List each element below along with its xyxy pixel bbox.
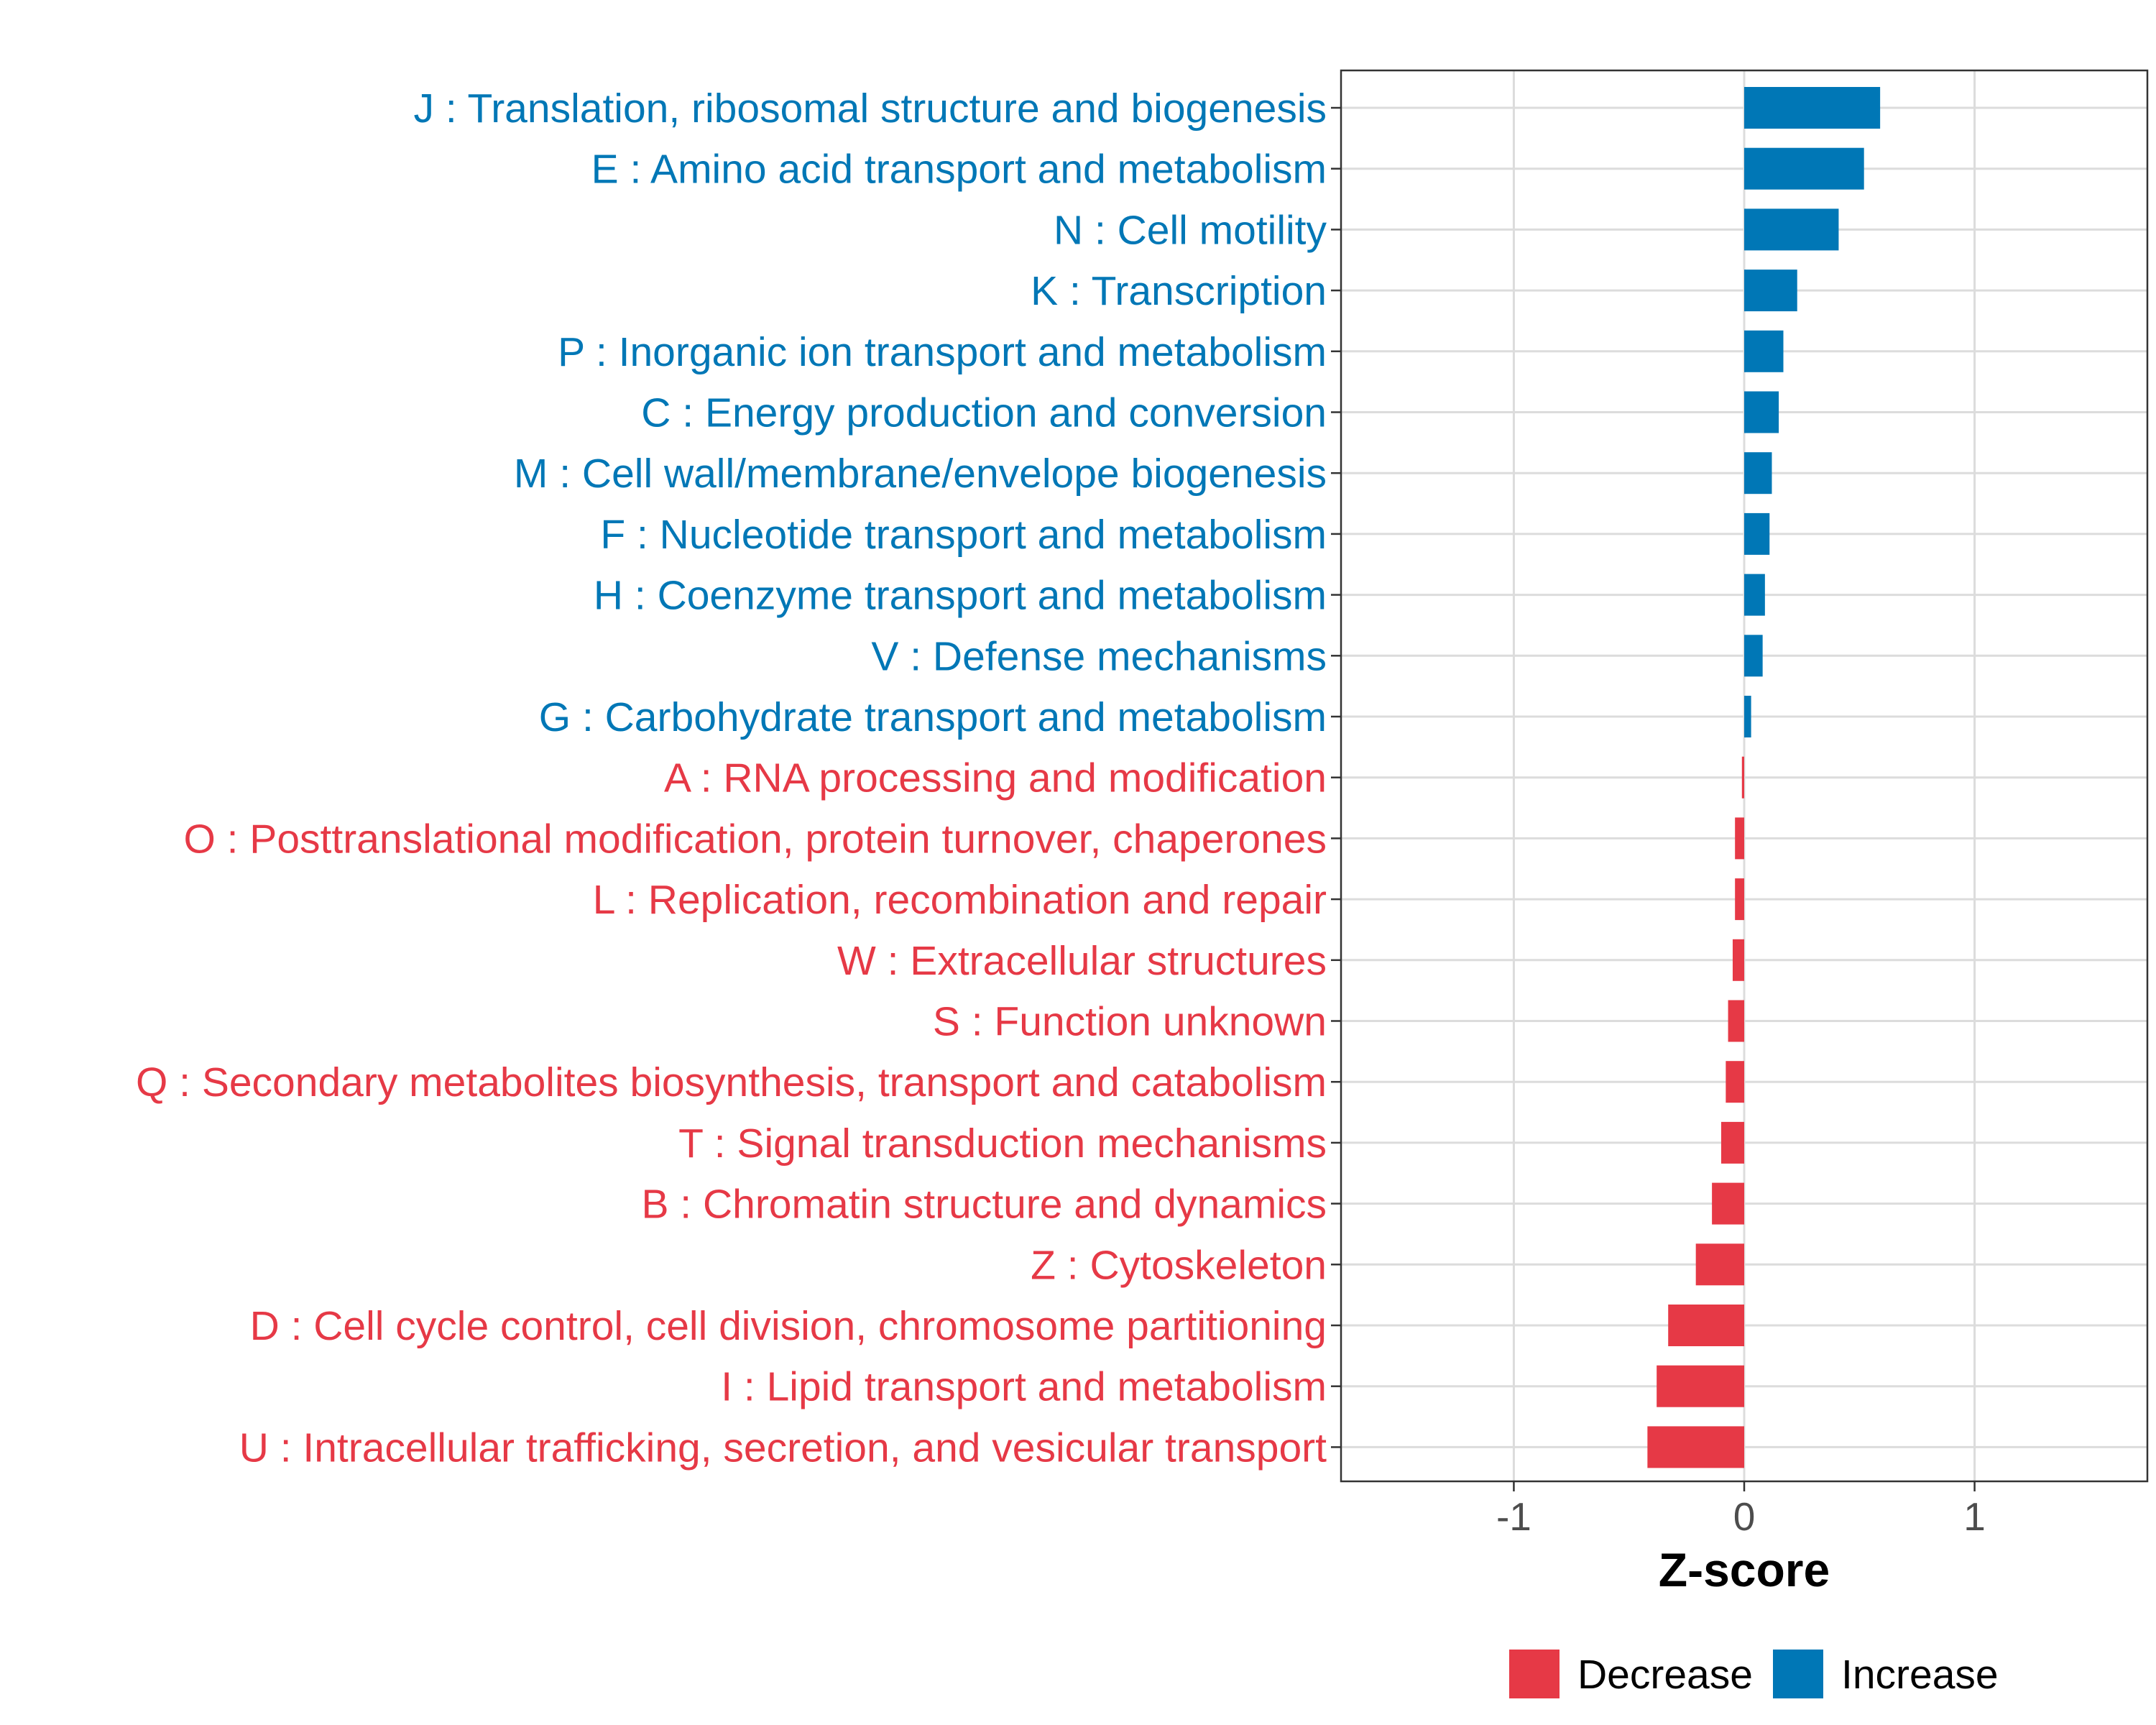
category-label: C : Energy production and conversion (641, 390, 1327, 436)
bars (1647, 87, 1881, 1468)
category-label: G : Carbohydrate transport and metabolis… (539, 694, 1327, 740)
bar (1744, 87, 1881, 129)
category-label: M : Cell wall/membrane/envelope biogenes… (514, 451, 1327, 497)
bar (1668, 1305, 1744, 1346)
x-tick-label: -1 (1496, 1494, 1531, 1539)
category-label: P : Inorganic ion transport and metaboli… (558, 329, 1327, 375)
bar (1744, 208, 1839, 251)
category-label: U : Intracellular trafficking, secretion… (239, 1425, 1327, 1471)
category-label: W : Extracellular structures (837, 938, 1327, 984)
bar (1744, 512, 1770, 555)
legend-label-decrease: Decrease (1577, 1652, 1753, 1698)
y-axis-labels: J : Translation, ribosomal structure and… (136, 86, 1327, 1471)
category-label: J : Translation, ribosomal structure and… (414, 86, 1327, 132)
x-tick-label: 0 (1733, 1494, 1756, 1539)
x-axis-title: Z-score (1659, 1543, 1830, 1596)
category-label: B : Chromatin structure and dynamics (641, 1182, 1327, 1228)
category-label: F : Nucleotide transport and metabolism (600, 512, 1327, 558)
category-label: D : Cell cycle control, cell division, c… (250, 1303, 1327, 1349)
legend-swatch-increase (1773, 1650, 1823, 1698)
bar (1744, 574, 1765, 616)
category-label: O : Posttranslational modification, prot… (183, 816, 1327, 862)
bar (1744, 330, 1784, 372)
category-label: Q : Secondary metabolites biosynthesis, … (136, 1059, 1327, 1105)
bar (1726, 1061, 1744, 1103)
bar (1744, 391, 1779, 433)
bar (1741, 756, 1744, 799)
bar (1712, 1182, 1744, 1225)
category-label: K : Transcription (1031, 268, 1327, 314)
bar (1744, 147, 1864, 190)
bar (1744, 270, 1797, 312)
legend: Decrease Increase (1509, 1650, 1999, 1698)
y-axis-ticks (1331, 106, 1341, 1448)
category-label: H : Coenzyme transport and metabolism (594, 573, 1327, 619)
category-label: I : Lipid transport and metabolism (721, 1364, 1327, 1410)
x-axis-ticks (1513, 1481, 1976, 1491)
bar (1695, 1243, 1744, 1286)
bar (1720, 1121, 1744, 1164)
bar (1728, 1000, 1744, 1042)
category-label: Z : Cytoskeleton (1031, 1242, 1327, 1288)
bar (1744, 635, 1763, 677)
bar (1735, 817, 1744, 860)
category-label: V : Defense mechanisms (871, 633, 1327, 679)
x-tick-label: 1 (1963, 1494, 1986, 1539)
category-label: E : Amino acid transport and metabolism (591, 147, 1327, 193)
bar (1732, 939, 1744, 981)
category-label: A : RNA processing and modification (664, 755, 1327, 801)
bar (1735, 878, 1744, 921)
legend-swatch-decrease (1509, 1650, 1560, 1698)
category-label: T : Signal transduction mechanisms (678, 1121, 1327, 1167)
bar (1647, 1426, 1744, 1468)
category-label: S : Function unknown (933, 999, 1327, 1045)
category-label: L : Replication, recombination and repai… (593, 877, 1327, 923)
legend-label-increase: Increase (1841, 1652, 1999, 1698)
bar (1657, 1365, 1744, 1407)
bar (1744, 452, 1772, 494)
x-axis-tick-labels: -1 0 1 (1496, 1494, 1986, 1539)
bar (1744, 696, 1751, 737)
category-label: N : Cell motility (1054, 207, 1327, 253)
